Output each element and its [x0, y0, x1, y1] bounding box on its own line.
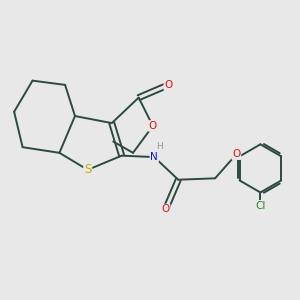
Text: O: O [149, 121, 157, 131]
Text: N: N [150, 152, 158, 162]
Text: H: H [157, 142, 163, 151]
Text: O: O [161, 204, 170, 214]
Text: Cl: Cl [255, 201, 266, 211]
Text: O: O [232, 149, 241, 159]
Text: O: O [164, 80, 172, 90]
Text: S: S [84, 163, 92, 176]
